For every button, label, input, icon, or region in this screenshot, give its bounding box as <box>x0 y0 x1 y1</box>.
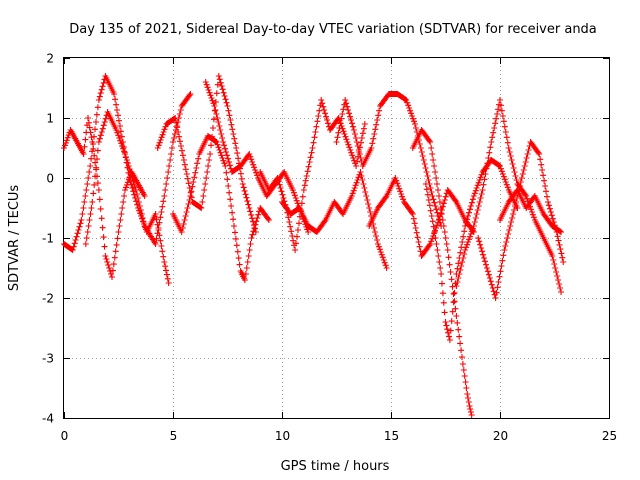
data-series <box>61 115 148 280</box>
data-point-markers <box>82 91 194 247</box>
y-tick-label: -1 <box>42 232 54 246</box>
y-tick-label: 2 <box>46 52 54 66</box>
data-series <box>154 73 259 235</box>
data-series <box>82 91 194 247</box>
y-tick-label: 0 <box>46 172 54 186</box>
data-point-markers <box>61 115 148 280</box>
data-series <box>366 175 477 259</box>
data-point-markers <box>333 91 445 229</box>
data-point-markers <box>61 73 172 286</box>
data-point-markers <box>202 79 312 235</box>
data-series <box>279 169 390 271</box>
data-point-markers <box>366 175 477 259</box>
data-point-markers <box>279 169 390 271</box>
y-tick-label: 1 <box>46 112 54 126</box>
x-tick-label: 10 <box>275 429 290 443</box>
y-tick-label: -2 <box>42 292 54 306</box>
data-point-markers <box>453 97 565 295</box>
data-series <box>202 79 312 235</box>
x-tick-label: 25 <box>602 429 617 443</box>
x-tick-label: 15 <box>384 429 399 443</box>
x-tick-label: 20 <box>493 429 508 443</box>
y-axis-label: SDTVAR / TECUs <box>7 185 22 292</box>
data-point-markers <box>257 97 368 253</box>
axis-ticks: 0 5 10 15 20 25 -4 -3 -2 -1 0 1 2 <box>42 52 617 444</box>
y-tick-label: -3 <box>42 352 54 366</box>
data-series <box>61 73 172 286</box>
x-axis-label: GPS time / hours <box>281 459 390 474</box>
x-tick-label: 5 <box>170 429 178 443</box>
data-point-markers <box>154 73 259 235</box>
x-tick-label: 0 <box>61 429 69 443</box>
data-series <box>170 133 272 283</box>
data-series <box>333 91 445 229</box>
data-point-markers <box>409 127 475 418</box>
data-point-markers <box>497 187 565 235</box>
data-series <box>453 97 565 295</box>
data-series <box>409 127 475 418</box>
y-tick-label: -4 <box>42 412 54 426</box>
data-points <box>61 73 567 418</box>
grid-lines <box>64 58 609 418</box>
data-point-markers <box>170 133 272 283</box>
data-series <box>257 97 368 253</box>
chart-title: Day 135 of 2021, Sidereal Day-to-day VTE… <box>69 22 597 37</box>
plot-frame <box>63 57 610 419</box>
data-series <box>497 187 565 235</box>
